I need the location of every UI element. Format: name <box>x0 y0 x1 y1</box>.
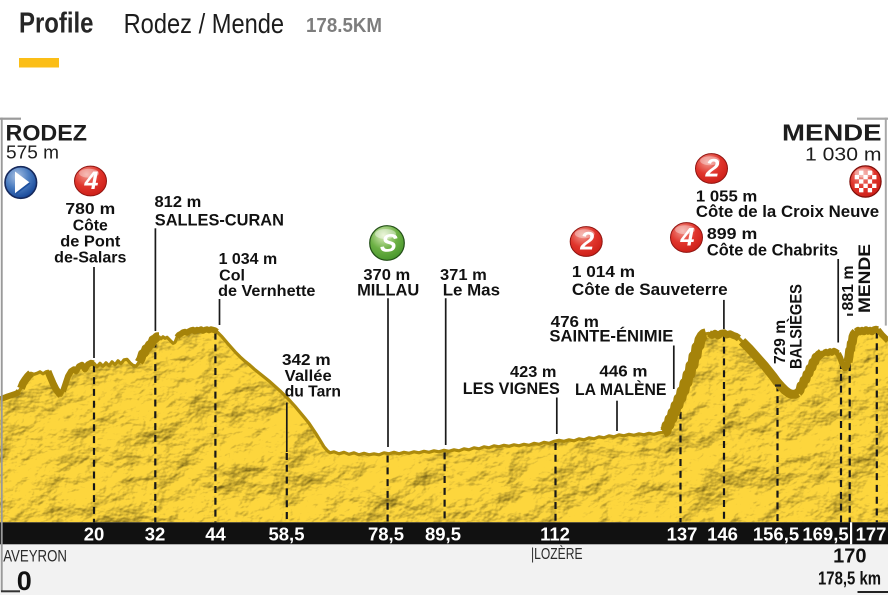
svg-text:342 m: 342 m <box>282 352 331 369</box>
svg-text:RODEZ: RODEZ <box>6 121 88 146</box>
svg-text:170: 170 <box>833 546 866 568</box>
svg-text:370 m: 370 m <box>363 267 410 284</box>
svg-text:881 m: 881 m <box>840 266 857 311</box>
svg-text:423 m: 423 m <box>510 364 556 381</box>
svg-text:Vallée: Vallée <box>285 368 332 385</box>
svg-text:du Tarn: du Tarn <box>285 383 341 400</box>
svg-text:MENDE: MENDE <box>856 244 874 313</box>
svg-text:Rodez / Mende: Rodez / Mende <box>124 8 285 39</box>
svg-text:169,5: 169,5 <box>802 524 848 545</box>
svg-text:178.5KM: 178.5KM <box>306 14 382 37</box>
svg-text:LES VIGNES: LES VIGNES <box>463 379 560 398</box>
svg-text:S: S <box>379 230 399 258</box>
svg-text:4: 4 <box>84 167 99 195</box>
svg-text:1 055 m: 1 055 m <box>696 189 757 206</box>
svg-text:SAINTE-ÉNIMIE: SAINTE-ÉNIMIE <box>549 327 673 346</box>
svg-text:20: 20 <box>84 524 105 545</box>
svg-text:Côte de la Croix Neuve: Côte de la Croix Neuve <box>696 202 879 221</box>
svg-text:476 m: 476 m <box>551 314 599 331</box>
svg-text:78,5: 78,5 <box>368 524 404 545</box>
svg-text:177: 177 <box>856 524 887 545</box>
svg-text:0: 0 <box>17 566 32 595</box>
svg-text:446 m: 446 m <box>599 363 647 380</box>
svg-text:146: 146 <box>707 524 738 545</box>
svg-text:178,5 km: 178,5 km <box>818 569 881 589</box>
svg-text:de Vernhette: de Vernhette <box>218 283 315 300</box>
svg-text:156,5: 156,5 <box>753 524 799 545</box>
svg-text:1 030 m: 1 030 m <box>805 145 882 165</box>
svg-text:371 m: 371 m <box>440 267 487 284</box>
svg-text:2: 2 <box>705 155 720 183</box>
svg-text:de Pont: de Pont <box>60 234 121 251</box>
svg-text:AVEYRON: AVEYRON <box>3 547 67 566</box>
svg-text:Côte de Chabrits: Côte de Chabrits <box>707 240 838 259</box>
svg-text:Profile: Profile <box>19 8 94 40</box>
svg-text:Côte: Côte <box>73 217 108 234</box>
svg-text:Le Mas: Le Mas <box>443 281 500 300</box>
svg-text:LA MALÈNE: LA MALÈNE <box>575 380 666 399</box>
svg-text:112: 112 <box>540 524 570 545</box>
svg-text:729 m: 729 m <box>772 320 789 364</box>
svg-text:899 m: 899 m <box>707 226 757 243</box>
svg-text:SALLES-CURAN: SALLES-CURAN <box>155 210 284 229</box>
svg-text:MILLAU: MILLAU <box>357 281 419 300</box>
svg-text:|LOZÈRE: |LOZÈRE <box>531 544 583 563</box>
svg-text:780 m: 780 m <box>65 201 115 218</box>
svg-text:1 014 m: 1 014 m <box>572 264 635 281</box>
svg-text:89,5: 89,5 <box>425 524 461 545</box>
svg-text:1 034 m: 1 034 m <box>219 251 278 268</box>
svg-text:de-Salars: de-Salars <box>54 250 126 267</box>
svg-text:812 m: 812 m <box>155 194 202 211</box>
svg-text:Col: Col <box>219 268 245 285</box>
svg-text:575 m: 575 m <box>6 143 59 163</box>
svg-text:4: 4 <box>680 224 695 252</box>
svg-text:MENDE: MENDE <box>782 120 882 146</box>
svg-text:2: 2 <box>579 228 594 256</box>
svg-text:Côte de Sauveterre: Côte de Sauveterre <box>572 280 728 299</box>
svg-text:BALSIÈGES: BALSIÈGES <box>787 284 806 369</box>
svg-text:137: 137 <box>667 524 698 545</box>
svg-text:58,5: 58,5 <box>268 524 304 545</box>
svg-text:44: 44 <box>205 524 226 545</box>
svg-text:32: 32 <box>145 524 166 545</box>
